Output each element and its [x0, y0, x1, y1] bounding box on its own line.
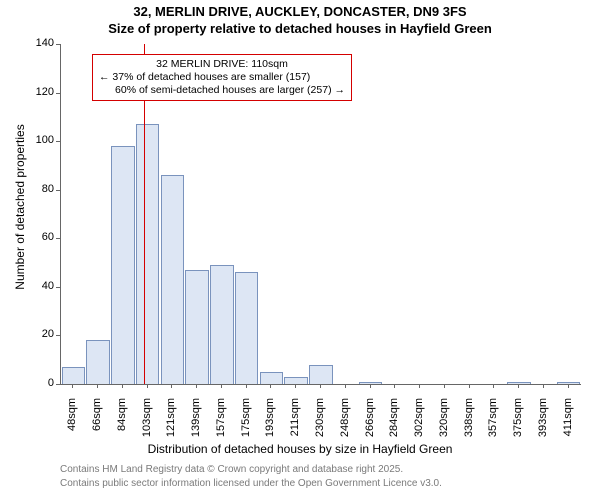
- x-tick-label: 84sqm: [116, 398, 128, 448]
- footer-attribution: Contains HM Land Registry data © Crown c…: [60, 463, 442, 490]
- x-tick-label: 411sqm: [562, 398, 574, 448]
- x-tick-label: 266sqm: [364, 398, 376, 448]
- annotation-title: 32 MERLIN DRIVE: 110sqm: [99, 58, 345, 71]
- x-tick-label: 338sqm: [463, 398, 475, 448]
- y-tick-label: 0: [26, 377, 54, 389]
- x-tick-mark: [295, 384, 296, 388]
- y-tick-label: 100: [26, 134, 54, 146]
- y-tick-label: 20: [26, 328, 54, 340]
- x-tick-mark: [469, 384, 470, 388]
- annotation-left-text: ← 37% of detached houses are smaller (15…: [99, 71, 345, 84]
- y-tick-label: 40: [26, 280, 54, 292]
- histogram-bar: [86, 340, 110, 384]
- y-tick-label: 140: [26, 37, 54, 49]
- x-tick-mark: [493, 384, 494, 388]
- histogram-bar: [185, 270, 209, 384]
- footer-line2: Contains public sector information licen…: [60, 477, 442, 491]
- x-tick-mark: [543, 384, 544, 388]
- chart-title-line1: 32, MERLIN DRIVE, AUCKLEY, DONCASTER, DN…: [0, 4, 600, 19]
- chart-title-line2: Size of property relative to detached ho…: [0, 21, 600, 36]
- y-tick-mark: [56, 190, 60, 191]
- histogram-bar: [62, 367, 86, 384]
- x-tick-label: 139sqm: [190, 398, 202, 448]
- x-tick-mark: [394, 384, 395, 388]
- histogram-bar: [235, 272, 259, 384]
- histogram-bar: [161, 175, 185, 384]
- x-tick-mark: [97, 384, 98, 388]
- annotation-box: 32 MERLIN DRIVE: 110sqm ← 37% of detache…: [92, 54, 352, 101]
- x-tick-label: 121sqm: [165, 398, 177, 448]
- x-tick-label: 211sqm: [289, 398, 301, 448]
- y-axis-label: Number of detached properties: [13, 107, 27, 307]
- annotation-right-text: 60% of semi-detached houses are larger (…: [99, 84, 345, 97]
- y-tick-mark: [56, 335, 60, 336]
- y-tick-mark: [56, 44, 60, 45]
- x-tick-label: 48sqm: [66, 398, 78, 448]
- x-tick-mark: [568, 384, 569, 388]
- x-tick-label: 302sqm: [413, 398, 425, 448]
- y-tick-label: 120: [26, 86, 54, 98]
- y-tick-label: 80: [26, 183, 54, 195]
- x-tick-mark: [345, 384, 346, 388]
- x-tick-label: 375sqm: [512, 398, 524, 448]
- y-tick-mark: [56, 93, 60, 94]
- y-tick-label: 60: [26, 231, 54, 243]
- x-tick-mark: [221, 384, 222, 388]
- y-tick-mark: [56, 287, 60, 288]
- chart-root: 32, MERLIN DRIVE, AUCKLEY, DONCASTER, DN…: [0, 0, 600, 500]
- x-tick-label: 357sqm: [487, 398, 499, 448]
- x-tick-mark: [370, 384, 371, 388]
- histogram-bar: [210, 265, 234, 384]
- x-tick-label: 393sqm: [537, 398, 549, 448]
- histogram-bar: [111, 146, 135, 384]
- x-tick-label: 103sqm: [141, 398, 153, 448]
- x-tick-label: 320sqm: [438, 398, 450, 448]
- histogram-bar: [309, 365, 333, 384]
- x-tick-mark: [246, 384, 247, 388]
- y-tick-mark: [56, 238, 60, 239]
- x-tick-mark: [270, 384, 271, 388]
- x-tick-mark: [171, 384, 172, 388]
- x-tick-mark: [147, 384, 148, 388]
- x-tick-label: 284sqm: [388, 398, 400, 448]
- footer-line1: Contains HM Land Registry data © Crown c…: [60, 463, 442, 477]
- x-tick-mark: [419, 384, 420, 388]
- x-tick-mark: [320, 384, 321, 388]
- y-tick-mark: [56, 384, 60, 385]
- x-tick-mark: [518, 384, 519, 388]
- x-tick-mark: [196, 384, 197, 388]
- y-tick-mark: [56, 141, 60, 142]
- histogram-bar: [260, 372, 284, 384]
- x-tick-mark: [444, 384, 445, 388]
- x-tick-label: 66sqm: [91, 398, 103, 448]
- x-tick-mark: [72, 384, 73, 388]
- x-tick-label: 248sqm: [339, 398, 351, 448]
- x-tick-mark: [122, 384, 123, 388]
- x-tick-label: 175sqm: [240, 398, 252, 448]
- histogram-bar: [284, 377, 308, 384]
- x-tick-label: 230sqm: [314, 398, 326, 448]
- histogram-bar: [136, 124, 160, 384]
- x-tick-label: 193sqm: [264, 398, 276, 448]
- x-tick-label: 157sqm: [215, 398, 227, 448]
